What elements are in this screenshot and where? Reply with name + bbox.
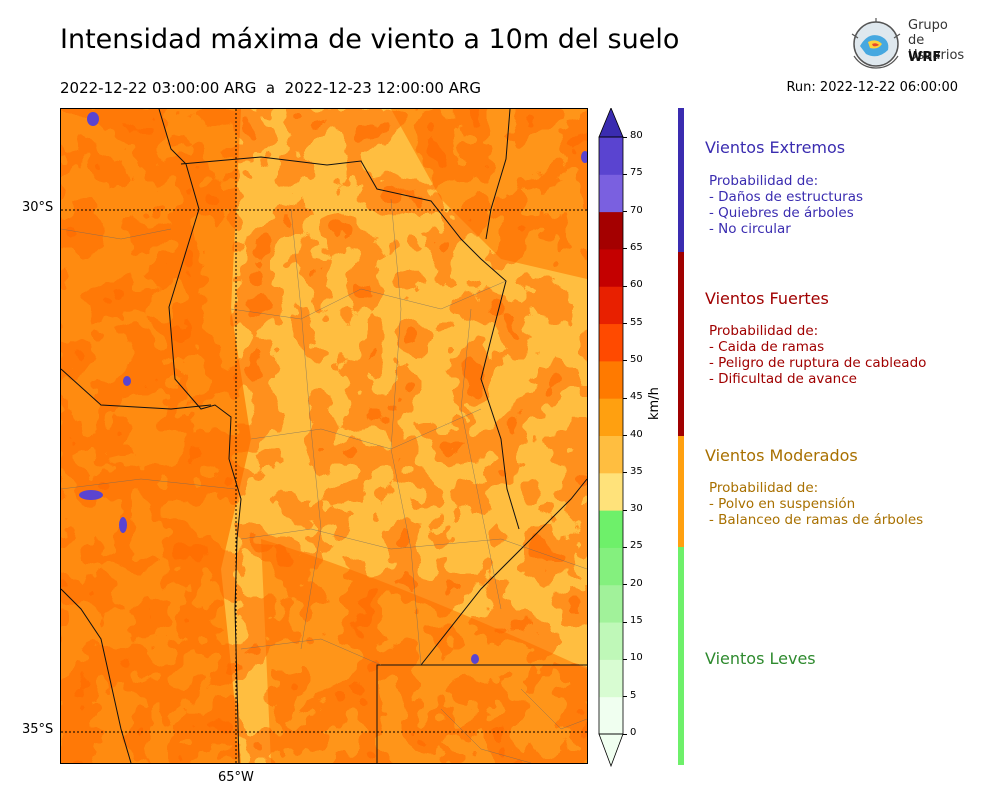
category-line: - Caida de ramas <box>709 339 825 355</box>
run-timestamp: Run: 2022-12-22 06:00:00 <box>786 80 958 95</box>
colorbar-unit-label: km/h <box>647 387 662 420</box>
colorbar-band <box>599 547 623 586</box>
colorbar-band <box>599 398 623 436</box>
category-line: - Dificultad de avance <box>709 371 857 387</box>
grupo-usuarios-wrf-logo: Grupo de Usuarios WRF <box>848 16 968 72</box>
lon-label-65w: 65°W <box>218 770 254 785</box>
colorbar-tick-mark <box>623 248 627 250</box>
category-desc-fuertes: Probabilidad de: - Caida de ramas - Peli… <box>709 323 926 387</box>
colorbar-band <box>599 211 623 250</box>
category-desc-moderados: Probabilidad de: - Polvo en suspensión -… <box>709 480 923 528</box>
colorbar-extend-min <box>598 733 624 768</box>
category-bar-extremos <box>678 108 684 252</box>
category-line: - Quiebres de árboles <box>709 205 854 221</box>
category-line: Probabilidad de: <box>709 480 819 496</box>
colorbar-tick-label: 55 <box>630 316 643 328</box>
category-line: Probabilidad de: <box>709 173 819 189</box>
category-line: - Polvo en suspensión <box>709 496 856 512</box>
colorbar-tick-label: 80 <box>630 130 643 141</box>
colorbar-tick-mark <box>623 733 627 735</box>
colorbar-tick-label: 35 <box>630 465 643 477</box>
wind-speed-map <box>60 108 588 764</box>
colorbar-band <box>599 659 623 698</box>
category-desc-extremos: Probabilidad de: - Daños de estructuras … <box>709 173 863 237</box>
map-title: Intensidad máxima de viento a 10m del su… <box>60 24 680 55</box>
colorbar-band <box>599 584 623 623</box>
colorbar-tick-mark <box>623 397 627 399</box>
colorbar-tick-label: 70 <box>630 204 643 216</box>
colorbar-tick-label: 25 <box>630 540 643 552</box>
colorbar-tick-mark <box>623 546 627 548</box>
category-title-extremos: Vientos Extremos <box>705 138 846 157</box>
logo-text-wrf: WRF <box>908 50 942 65</box>
colorbar-tick-label: 40 <box>630 428 643 440</box>
category-line: - No circular <box>709 221 791 237</box>
colorbar-tick-mark <box>623 360 627 362</box>
colorbar-tick-mark <box>623 584 627 586</box>
globe-logo-icon <box>851 18 901 69</box>
category-line: - Peligro de ruptura de cableado <box>709 355 927 371</box>
category-bar-moderados <box>678 436 684 547</box>
logo-text-line2: Usuarios <box>908 48 965 63</box>
colorbar-band <box>599 174 623 213</box>
category-line: - Daños de estructuras <box>709 189 864 205</box>
colorbar-tick-label: 10 <box>630 652 643 664</box>
colorbar-band <box>599 286 623 325</box>
colorbar-tick-label: 30 <box>630 503 643 515</box>
colorbar-tick-label: 65 <box>630 241 643 253</box>
forecast-period: 2022-12-22 03:00:00 ARG a 2022-12-23 12:… <box>60 79 482 97</box>
colorbar-tick-label: 75 <box>630 167 643 179</box>
category-title-fuertes: Vientos Fuertes <box>705 289 829 308</box>
colorbar-tick-mark <box>623 323 627 325</box>
logo-text-line1: Grupo de <box>908 18 948 48</box>
category-line: - Balanceo de ramas de árboles <box>709 512 924 528</box>
colorbar-band <box>599 137 623 175</box>
colorbar-tick-mark <box>623 621 627 623</box>
colorbar-tick-label: 15 <box>630 615 643 627</box>
category-title-moderados: Vientos Moderados <box>705 446 858 465</box>
colorbar-band <box>599 510 623 548</box>
category-title-leves: Vientos Leves <box>705 649 816 668</box>
colorbar-tick-label: 20 <box>630 577 643 589</box>
colorbar-band <box>599 323 623 362</box>
category-bar-leves <box>678 547 684 765</box>
colorbar-extend-max <box>598 108 624 138</box>
colorbar-tick-mark <box>623 658 627 660</box>
colorbar-tick-mark <box>623 136 627 138</box>
colorbar-tick-mark <box>623 509 627 511</box>
lat-label-35s: 35°S <box>22 722 54 737</box>
colorbar-tick-label: 50 <box>630 353 643 365</box>
colorbar-tick-mark <box>623 472 627 474</box>
colorbar <box>596 108 626 768</box>
colorbar-tick-mark <box>623 285 627 287</box>
colorbar-tick-mark <box>623 173 627 175</box>
colorbar-band <box>599 360 623 399</box>
colorbar-band <box>599 248 623 287</box>
colorbar-tick-mark <box>623 211 627 213</box>
colorbar-tick-label: 60 <box>630 279 643 291</box>
lat-label-30s: 30°S <box>22 200 54 215</box>
colorbar-tick-label: 0 <box>630 727 637 738</box>
category-bar-fuertes <box>678 252 684 436</box>
colorbar-band <box>599 696 623 735</box>
colorbar-band <box>599 472 623 511</box>
colorbar-tick-label: 5 <box>630 689 637 701</box>
colorbar-tick-label: 45 <box>630 391 643 403</box>
colorbar-band <box>599 622 623 660</box>
category-line: Probabilidad de: <box>709 323 819 339</box>
colorbar-band <box>599 435 623 474</box>
colorbar-tick-mark <box>623 696 627 698</box>
colorbar-tick-mark <box>623 435 627 436</box>
